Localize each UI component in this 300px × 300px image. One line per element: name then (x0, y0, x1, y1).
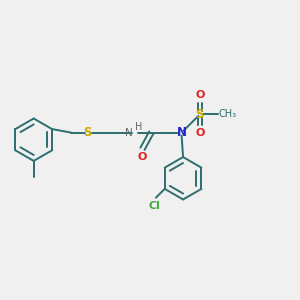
Text: N: N (125, 128, 133, 138)
Text: O: O (138, 152, 147, 162)
Text: Cl: Cl (148, 201, 160, 211)
Text: O: O (195, 128, 205, 138)
Text: N: N (177, 126, 187, 139)
Text: S: S (196, 108, 204, 121)
Text: H: H (135, 122, 143, 132)
Text: S: S (83, 126, 92, 139)
Text: CH₃: CH₃ (218, 110, 236, 119)
Text: O: O (195, 90, 205, 100)
